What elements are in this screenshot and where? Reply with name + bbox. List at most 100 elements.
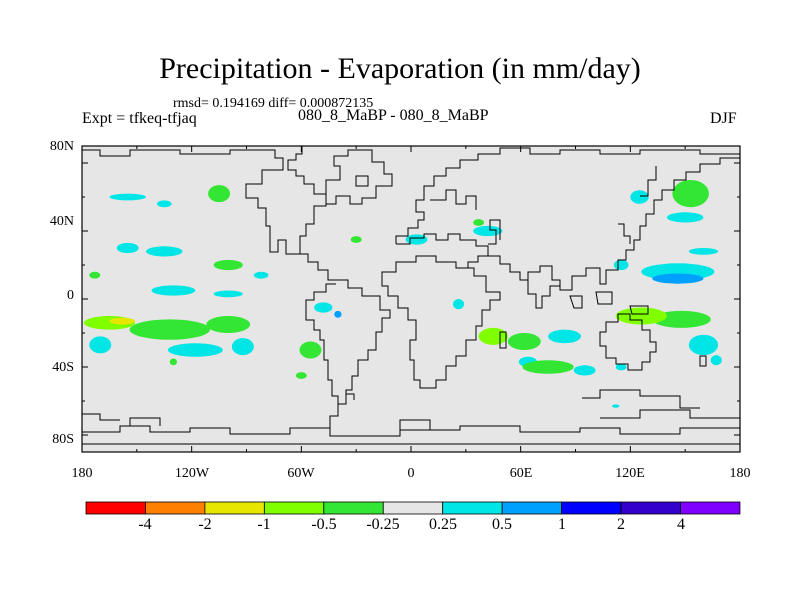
colorbar-label: 0.5 [492,516,512,533]
pe-anomaly-region [615,363,627,371]
coastline-madagascar [499,331,507,349]
plot-background [82,146,740,452]
pe-anomaly-region [334,310,342,318]
pe-anomaly-region [314,302,333,313]
colorbar-label: 0.25 [429,516,457,533]
pe-anomaly-region [478,327,508,345]
pe-anomaly-region [473,219,485,226]
x-tick-label: 60E [509,466,533,481]
coastline-antarctic-lower [82,413,120,421]
pe-anomaly-region [109,317,136,325]
pe-anomaly-region [151,285,196,296]
coastline-arabia-persian-gulf [467,255,488,268]
y-tick-label: 40N [49,214,74,229]
pe-anomaly-region [295,372,307,379]
coastline-sumatra [569,295,583,309]
pe-anomaly-region [231,338,254,356]
coastline-antarctic-coast-east [582,389,700,409]
pe-anomaly-region [116,242,139,254]
colorbar-label: 1 [558,516,566,533]
pe-anomaly-region [156,200,172,208]
chart-title: Precipitation - Evaporation (in mm/day) [159,52,641,85]
coastline-antarctica [82,425,740,437]
coastline-arctic-island [355,175,369,187]
coastline-falklands [346,393,355,400]
colorbar-label: -0.5 [311,516,337,533]
pe-anomaly-region [473,225,503,237]
colorbar-swatch [382,501,444,515]
colorbar-swatch [680,501,741,515]
pe-anomaly-region [688,334,719,356]
pe-anomaly-region [615,307,667,325]
y-tick-label: 80N [49,139,74,154]
x-tick-label: 60W [287,466,315,481]
pe-anomaly-region [522,360,574,374]
coastline-antarctic-peninsula [329,404,339,428]
pe-anomaly-region [612,404,620,408]
pe-anomaly-region [89,271,101,279]
pe-anomaly-region [672,180,709,208]
coastline-australia [599,313,657,371]
pe-anomaly-region [453,299,465,310]
colorbar-swatch [263,501,325,515]
pe-anomaly-region [710,355,722,366]
x-tick-label: 180 [729,466,751,481]
coastline-india [527,280,560,309]
coastline-greenland [318,149,393,205]
coastline-eurasia [395,147,740,244]
x-tick-label: 0 [407,466,415,481]
coastline-weddell [399,419,431,430]
x-tick-label: 120W [174,466,210,481]
coastline-europe-south [396,157,740,291]
pe-anomaly-region [688,248,719,255]
colorbar-label: -2 [198,516,212,533]
coastline-antarctic-shelf [600,409,740,419]
pe-anomaly-region [299,341,322,359]
pe-anomaly-region [666,212,704,223]
pe-anomaly-region [213,290,243,298]
pe-anomaly-region [213,259,243,271]
pe-anomaly-region [89,336,112,354]
axis-ticks [81,146,741,452]
pe-anomaly-region [548,329,581,344]
pe-anomaly-region [169,358,178,366]
coastline-central-america [300,253,336,281]
y-tick-label: 80S [52,432,74,447]
pe-anomaly-region [630,190,649,204]
coastline-north-america [82,146,327,255]
colorbar-swatch [561,501,622,515]
x-tick-label: 120E [615,466,645,481]
coastline-borneo [595,291,613,305]
colorbar-swatch [501,501,562,515]
pe-anomaly-region [613,259,629,271]
pe-anomaly-region [573,365,596,376]
coastlines [82,146,740,445]
pe-anomaly-region [405,234,428,245]
colorbar-label: -1 [257,516,271,533]
pe-anomaly-region [145,246,183,257]
pe-anomaly-region [652,310,711,328]
coastline-africa [381,255,501,389]
coastline-caspian [488,219,501,245]
y-tick-label: 40S [52,360,74,375]
pe-anomaly-region [109,193,146,201]
subtitle: 080_8_MaBP - 080_8_MaBP [298,107,489,124]
colorbar-label: -0.25 [366,516,400,533]
coastline-kamchatka [640,166,657,197]
coastline-new-zealand [699,355,707,367]
colorbar [85,501,741,515]
colorbar-swatch [323,501,384,515]
coastline-japan [618,223,631,244]
y-tick-label: 0 [67,288,74,303]
coastline-new-guinea [629,305,649,315]
stats-line: rmsd= 0.194169 diff= 0.000872135 [173,96,374,111]
pe-anomaly-region [652,273,704,284]
season-label: DJF [710,110,737,127]
x-tick-label: 180 [71,466,93,481]
pe-anomaly-region [507,333,541,350]
colorbar-label: 4 [677,516,685,533]
colorbar-swatch [145,501,206,515]
colorbar-swatch [85,501,146,515]
pe-anomaly-region [129,319,210,340]
